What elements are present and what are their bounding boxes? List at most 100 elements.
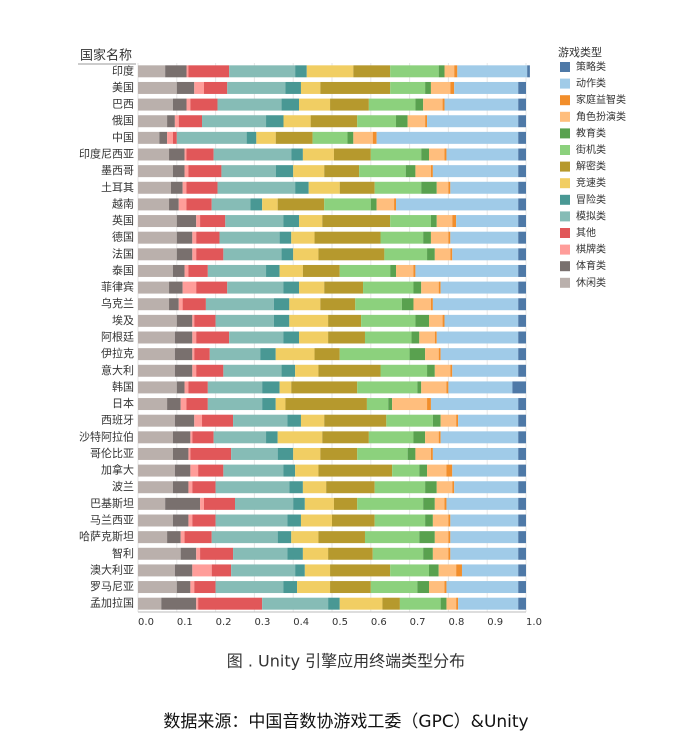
bar-segment	[357, 115, 397, 128]
bar-segment	[231, 564, 296, 577]
bar-segment	[328, 331, 365, 344]
x-tick-label: 0.3	[254, 617, 270, 628]
bar-segment	[322, 215, 391, 228]
bar-segment	[277, 198, 325, 211]
bar-segment	[184, 148, 187, 161]
bar-segment	[138, 264, 173, 277]
y-tick-label: 印度	[112, 63, 134, 77]
bar-segment	[363, 281, 414, 294]
bar-segment	[194, 581, 216, 594]
bar-segment	[425, 115, 428, 128]
bar-segment	[390, 264, 397, 277]
bar-segment	[283, 464, 296, 477]
bar-segment	[291, 148, 303, 161]
legend-swatch	[560, 145, 570, 155]
x-tick-label: 0.8	[448, 617, 464, 628]
bar-segment	[219, 231, 280, 244]
bar-segment	[295, 65, 307, 78]
legend-label: 解密类	[576, 160, 606, 173]
y-tick-label: 马兰西亚	[90, 514, 134, 527]
bar-segment	[396, 264, 414, 277]
bar-segment	[227, 281, 284, 294]
bar-segment	[211, 198, 251, 211]
bar-segment	[518, 115, 526, 128]
bar-segment	[213, 431, 267, 444]
bar-segment	[231, 447, 278, 460]
bar-segment	[178, 198, 187, 211]
bar-segment	[368, 98, 416, 111]
bar-segment	[430, 215, 437, 228]
bar-segment	[295, 564, 305, 577]
y-tick-label: 西班牙	[101, 414, 134, 427]
bar-segment	[196, 547, 201, 560]
bar-segment	[192, 364, 197, 377]
bar-segment	[314, 348, 340, 361]
x-tick-label: 0.7	[410, 617, 426, 628]
bar-segment	[295, 464, 319, 477]
bar-segment	[384, 248, 428, 261]
bar-segment	[380, 364, 428, 377]
bar-segment	[318, 531, 365, 544]
bar-segment	[434, 497, 445, 510]
bar-segment	[180, 547, 197, 560]
legend-label: 家庭益智类	[576, 93, 626, 106]
bar-segment	[394, 198, 397, 211]
bar-segment	[223, 464, 284, 477]
legend-swatch	[560, 261, 570, 272]
bar-segment	[450, 364, 453, 377]
bar-segment	[172, 131, 177, 144]
bar-segment	[456, 597, 459, 610]
legend-label: 街机类	[576, 143, 606, 156]
bar-segment	[518, 98, 526, 111]
bar-segment	[138, 431, 173, 444]
bar-segment	[209, 348, 261, 361]
legend-label: 冒险类	[576, 193, 606, 206]
bar-segment	[430, 398, 519, 411]
bar-segment	[355, 298, 402, 311]
bar-segment	[180, 531, 185, 544]
bar-segment	[293, 497, 305, 510]
bar-segment	[138, 464, 175, 477]
y-tick-label: 智利	[112, 546, 134, 560]
bar-segment	[432, 165, 519, 178]
bar-segment	[454, 81, 519, 94]
bar-segment	[423, 497, 435, 510]
bar-segment	[444, 65, 455, 78]
bar-segment	[421, 181, 437, 194]
bar-segment	[423, 231, 431, 244]
bar-segment	[446, 148, 519, 161]
bar-segment	[357, 381, 418, 394]
bar-segment	[407, 115, 426, 128]
bar-segment	[190, 581, 195, 594]
bar-segment	[172, 447, 189, 460]
bar-segment	[425, 431, 439, 444]
bar-segment	[372, 547, 424, 560]
bar-segment	[186, 398, 208, 411]
bar-segment	[196, 231, 220, 244]
bar-segment	[285, 81, 301, 94]
bar-segment	[192, 481, 216, 494]
bar-segment	[186, 65, 189, 78]
bar-segment	[461, 564, 519, 577]
bar-segment	[427, 248, 435, 261]
bar-segment	[518, 364, 526, 377]
bar-segment	[291, 531, 319, 544]
bar-segment	[281, 364, 296, 377]
bar-segment	[138, 364, 175, 377]
bar-segment	[178, 115, 203, 128]
y-tick-label: 日本	[112, 396, 134, 410]
bar-segment	[417, 581, 429, 594]
bar-segment	[192, 564, 212, 577]
legend-swatch	[560, 78, 570, 89]
bar-segment	[172, 431, 191, 444]
bar-segment	[138, 381, 177, 394]
legend-swatch	[560, 211, 570, 222]
bar-segment	[194, 314, 216, 327]
bar-segment	[300, 514, 332, 527]
bar-segment	[306, 65, 354, 78]
x-tick-label: 1.0	[526, 617, 542, 628]
bar-segment	[448, 231, 451, 244]
legend-swatch	[560, 62, 570, 72]
bar-segment	[442, 98, 445, 111]
bar-segment	[287, 514, 301, 527]
